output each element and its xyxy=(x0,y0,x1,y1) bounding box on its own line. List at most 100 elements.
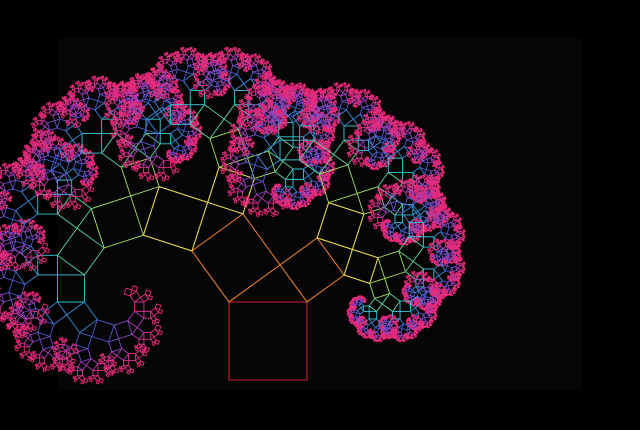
tree-square xyxy=(33,177,36,181)
tree-square xyxy=(12,222,16,227)
tree-square xyxy=(171,160,174,163)
tree-square xyxy=(217,56,221,60)
tree-square xyxy=(119,112,124,117)
tree-square xyxy=(254,53,257,56)
tree-square xyxy=(115,139,120,143)
tree-square xyxy=(288,202,290,205)
tree-square xyxy=(133,163,140,170)
tree-square xyxy=(45,129,49,134)
tree-square xyxy=(192,137,196,141)
tree-square xyxy=(88,79,91,82)
tree-square xyxy=(108,85,111,89)
tree-square xyxy=(120,95,125,100)
tree-square xyxy=(237,104,241,109)
tree-square xyxy=(220,76,223,79)
tree-square xyxy=(14,161,18,164)
tree-square xyxy=(193,111,196,114)
tree-square xyxy=(63,106,67,110)
tree-square xyxy=(161,177,166,182)
tree-square xyxy=(60,154,65,159)
tree-square xyxy=(298,206,301,209)
tree-square xyxy=(136,72,140,76)
tree-square xyxy=(326,180,329,183)
tree-square xyxy=(268,79,272,83)
tree-square xyxy=(153,91,158,95)
tree-square xyxy=(107,85,110,88)
tree-square xyxy=(186,109,191,113)
tree-square xyxy=(278,203,281,206)
tree-square xyxy=(99,76,103,80)
tree-square xyxy=(189,125,192,128)
tree-square xyxy=(35,143,38,146)
tree-square xyxy=(13,267,18,272)
tree-square xyxy=(123,99,126,102)
tree-square xyxy=(0,181,4,189)
tree-square xyxy=(12,332,17,337)
tree-square xyxy=(136,160,140,163)
tree-square xyxy=(35,172,40,177)
tree-square xyxy=(11,162,15,166)
tree-square xyxy=(171,91,174,94)
tree-square xyxy=(66,121,71,127)
tree-square xyxy=(140,103,143,106)
tree-square xyxy=(189,46,193,50)
tree-square xyxy=(107,81,111,86)
tree-square xyxy=(85,165,88,168)
tree-square xyxy=(326,186,329,189)
tree-square xyxy=(89,187,95,193)
tree-square xyxy=(162,65,165,69)
tree-square xyxy=(141,110,144,113)
tree-square xyxy=(118,365,122,370)
tree-square xyxy=(288,85,292,90)
tree-square xyxy=(322,126,324,129)
tree-square xyxy=(214,93,216,96)
tree-square xyxy=(160,55,164,59)
tree-square xyxy=(17,168,21,172)
tree-square xyxy=(151,320,156,325)
tree-square xyxy=(39,145,44,150)
tree-square xyxy=(254,78,258,82)
tree-square xyxy=(0,191,2,195)
tree-square xyxy=(17,157,21,161)
tree-square xyxy=(292,94,295,97)
tree-square xyxy=(177,99,181,103)
tree-square xyxy=(114,126,118,130)
tree-square xyxy=(83,149,87,153)
tree-square xyxy=(242,52,246,56)
tree-square xyxy=(154,303,162,311)
tree-square xyxy=(0,267,4,272)
tree-square xyxy=(288,97,291,100)
tree-square xyxy=(177,158,183,164)
tree-square xyxy=(225,58,228,61)
tree-square xyxy=(30,133,35,137)
tree-square xyxy=(96,172,99,176)
tree-square xyxy=(127,82,131,86)
tree-square xyxy=(77,142,80,146)
tree-square xyxy=(105,96,110,100)
tree-square xyxy=(126,370,131,375)
tree-square xyxy=(59,152,64,156)
tree-square xyxy=(44,145,49,150)
tree-square xyxy=(95,380,100,385)
tree-square xyxy=(289,102,292,105)
tree-square xyxy=(205,95,210,100)
tree-square xyxy=(144,289,152,297)
tree-square xyxy=(93,163,96,166)
tree-square xyxy=(144,346,150,353)
tree-square xyxy=(131,123,134,126)
tree-square xyxy=(57,136,60,140)
tree-square xyxy=(69,142,72,146)
tree-square xyxy=(134,167,139,173)
tree-square xyxy=(105,373,110,378)
tree-square xyxy=(98,378,104,384)
tree-square xyxy=(237,62,241,66)
tree-square xyxy=(61,96,65,100)
tree-square xyxy=(196,115,199,118)
tree-square xyxy=(221,70,225,74)
tree-square xyxy=(188,135,191,138)
tree-square xyxy=(171,170,176,175)
tree-square xyxy=(191,153,194,156)
tree-square xyxy=(199,53,204,58)
tree-square xyxy=(357,103,360,106)
tree-square xyxy=(173,58,178,63)
